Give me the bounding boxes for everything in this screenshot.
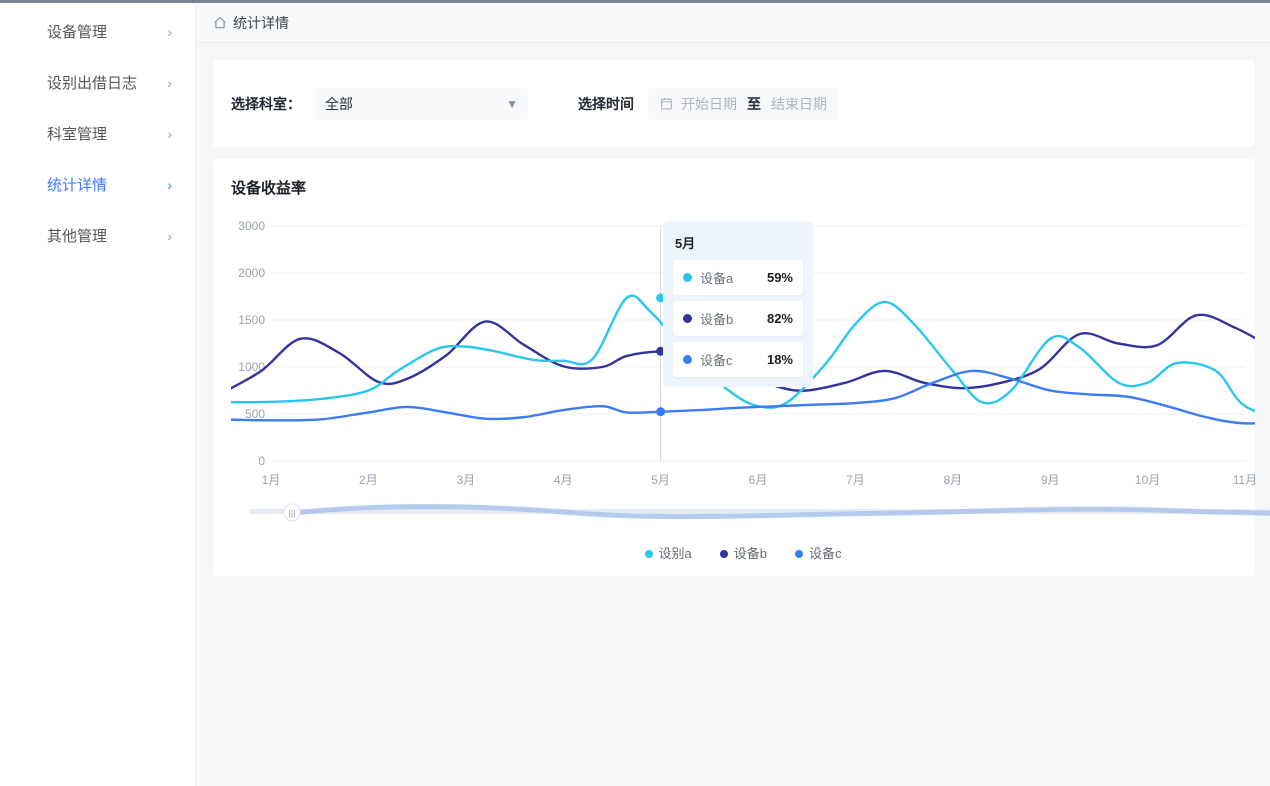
- svg-text:3月: 3月: [456, 473, 475, 487]
- svg-text:5月: 5月: [651, 473, 670, 487]
- svg-text:7月: 7月: [846, 473, 865, 487]
- svg-text:10月: 10月: [1135, 473, 1160, 487]
- svg-text:4月: 4月: [554, 473, 573, 487]
- svg-text:9月: 9月: [1041, 473, 1060, 487]
- svg-text:8月: 8月: [943, 473, 962, 487]
- svg-text:|||: |||: [288, 508, 295, 518]
- svg-text:3000: 3000: [238, 219, 265, 233]
- svg-text:0: 0: [258, 454, 265, 468]
- svg-text:1500: 1500: [238, 313, 265, 327]
- svg-text:1月: 1月: [262, 473, 281, 487]
- svg-text:2月: 2月: [359, 473, 378, 487]
- svg-text:11月: 11月: [1233, 473, 1257, 487]
- svg-text:2000: 2000: [238, 266, 265, 280]
- svg-text:6月: 6月: [749, 473, 768, 487]
